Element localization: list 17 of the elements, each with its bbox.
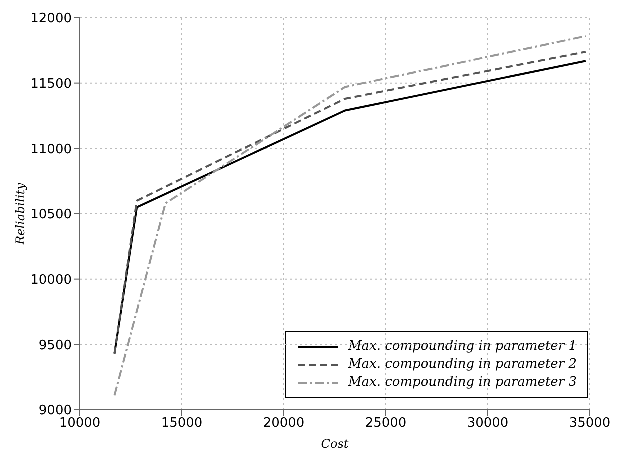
x-tick-label: 20000 <box>263 416 305 432</box>
legend-label: Max. compounding in parameter 3 <box>348 375 577 390</box>
x-tick-label: 25000 <box>365 416 407 432</box>
y-tick-label: 10000 <box>30 272 72 288</box>
x-tick-label: 10000 <box>59 416 101 432</box>
x-tick-label: 15000 <box>161 416 203 432</box>
y-tick-label: 11500 <box>30 76 72 92</box>
x-tick-label: 30000 <box>467 416 509 432</box>
y-tick-label: 11000 <box>30 142 72 158</box>
x-tick-label: 35000 <box>569 416 611 432</box>
y-tick-label: 9500 <box>38 338 72 354</box>
legend-label: Max. compounding in parameter 2 <box>348 357 577 372</box>
y-tick-label: 10500 <box>30 208 72 223</box>
x-axis-title: Cost <box>321 437 349 451</box>
y-axis-title: Reliability <box>13 182 28 246</box>
y-tick-label: 12000 <box>30 12 72 27</box>
line-series <box>114 35 587 397</box>
